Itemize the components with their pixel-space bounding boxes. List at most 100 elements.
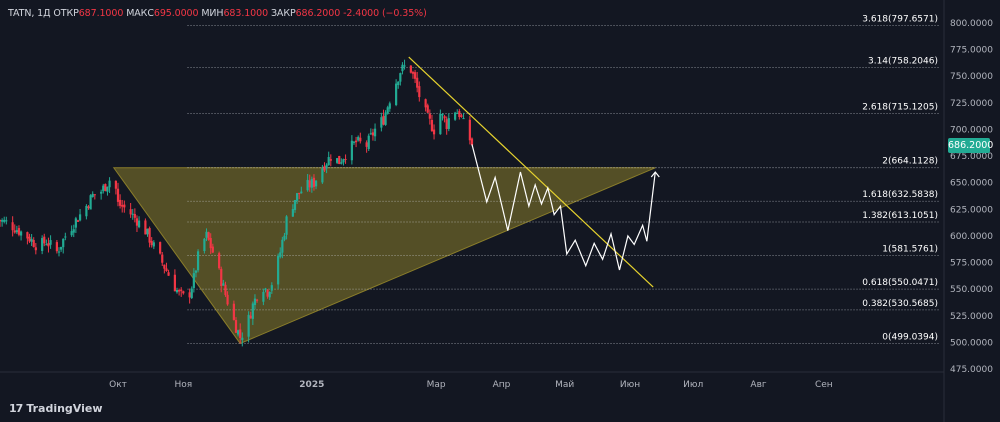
candle-body — [47, 243, 50, 247]
candle-body — [384, 112, 387, 125]
candle-body — [382, 115, 385, 125]
candle-body — [167, 272, 170, 276]
candle-body — [470, 138, 474, 146]
candle-body — [365, 142, 368, 147]
candle-body — [55, 242, 58, 252]
candle-body — [395, 83, 398, 106]
candle-body — [32, 240, 35, 247]
candle-body — [114, 180, 117, 189]
candle-body — [432, 129, 436, 135]
candle-body — [17, 228, 21, 235]
candle-body — [85, 205, 88, 217]
candle-body — [424, 99, 427, 108]
fib-level-label: 1.618(632.5838) — [862, 190, 938, 200]
low-label: МИН — [201, 8, 224, 19]
candle-body — [306, 179, 309, 191]
candle-body — [137, 220, 141, 228]
candle-body — [93, 194, 96, 196]
high-label: МАКС — [126, 8, 154, 19]
candle-body — [373, 128, 377, 137]
brand-name: TradingView — [26, 402, 103, 415]
candle-body — [150, 240, 153, 246]
candle-body — [350, 140, 353, 161]
candle-body — [323, 166, 326, 171]
candle-body — [336, 158, 339, 163]
candle-body — [28, 236, 31, 242]
candle-body — [45, 244, 48, 246]
fib-level-label: 2.618(715.1205) — [862, 102, 938, 112]
candle-body — [121, 204, 124, 207]
y-tick-label: 750.0000 — [950, 72, 993, 82]
candle-body — [224, 284, 227, 295]
y-tick-label: 800.0000 — [950, 19, 993, 29]
candle-body — [411, 72, 415, 74]
candle-body — [207, 232, 210, 240]
candle-body — [253, 298, 257, 305]
candle-body — [239, 329, 242, 338]
candle-body — [203, 238, 206, 252]
candle-body — [291, 209, 294, 217]
change-value: -2.4000 (−0.35%) — [343, 8, 427, 19]
candle-body — [190, 288, 193, 299]
candle-body — [15, 230, 18, 233]
triangle-pattern — [112, 167, 656, 345]
candle-body — [78, 214, 82, 221]
candle-body — [222, 283, 225, 286]
candle-body — [236, 330, 240, 335]
candle-body — [308, 180, 311, 188]
candle-body — [102, 185, 105, 192]
candle-body — [70, 231, 73, 236]
candle-body — [152, 242, 155, 247]
candle-body — [329, 159, 332, 161]
projection-path — [471, 144, 656, 271]
x-tick-label: Июл — [683, 380, 703, 390]
symbol-legend: TATN, 1Д ОТКР687.1000 МАКС695.0000 МИН68… — [8, 8, 427, 19]
fib-level-label: 3.618(797.6571) — [862, 14, 938, 24]
candle-body — [310, 179, 313, 188]
candle-body — [371, 132, 375, 136]
candle-body — [241, 337, 244, 341]
fib-level-label: 1(581.5761) — [882, 245, 938, 255]
candle-body — [270, 285, 273, 291]
candle-body — [91, 193, 94, 197]
candle-body — [439, 113, 442, 135]
candle-body — [182, 291, 185, 294]
candle-body — [205, 231, 208, 238]
tradingview-brand[interactable]: 17 TradingView — [9, 402, 103, 415]
candle-body — [180, 289, 183, 291]
candle-body — [443, 116, 446, 119]
candle-body — [458, 111, 461, 117]
candle-body — [19, 231, 23, 236]
candle-body — [0, 220, 2, 222]
candle-body — [344, 158, 347, 160]
candle-body — [456, 113, 459, 115]
close-value: 686.2000 — [295, 8, 341, 19]
candle-body — [285, 216, 288, 235]
fib-level-label: 0.382(530.5685) — [862, 299, 938, 309]
x-tick-label: 2025 — [299, 380, 324, 390]
candle-body — [279, 252, 282, 257]
open-value: 687.1000 — [78, 8, 124, 19]
candle-body — [30, 238, 33, 242]
fib-level-label: 2(664.1128) — [882, 157, 938, 167]
candle-body — [445, 119, 448, 129]
candle-body — [268, 291, 271, 298]
candle-body — [295, 193, 299, 201]
x-tick-label: Апр — [493, 380, 511, 390]
candle-body — [11, 222, 14, 231]
candle-body — [357, 136, 360, 141]
candle-body — [397, 81, 400, 86]
candle-body — [119, 199, 122, 206]
candle-body — [74, 218, 77, 228]
candle-body — [354, 140, 358, 143]
candle-body — [5, 220, 8, 222]
candle-body — [43, 236, 46, 244]
candle-body — [321, 168, 324, 183]
x-tick-label: Ноя — [174, 380, 192, 390]
candle-body — [380, 117, 383, 128]
candle-body — [340, 162, 343, 164]
candle-body — [161, 254, 164, 263]
candle-body — [148, 228, 151, 243]
candle-body — [211, 246, 214, 253]
